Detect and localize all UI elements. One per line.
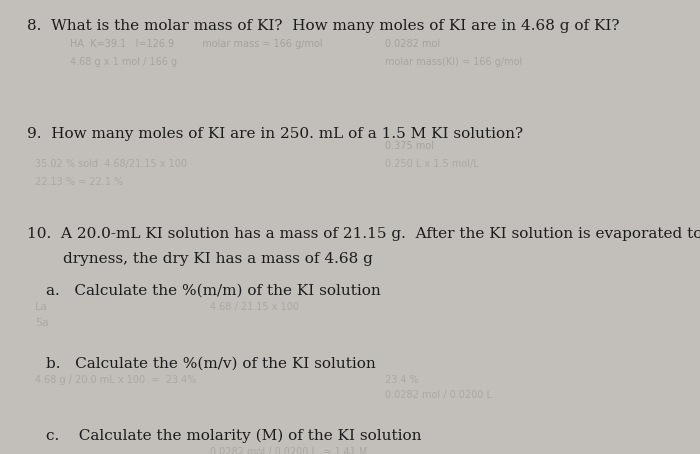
Text: 23.4 %: 23.4 %	[385, 375, 419, 385]
Text: 8.  What is the molar mass of KI?  How many moles of KI are in 4.68 g of KI?: 8. What is the molar mass of KI? How man…	[27, 19, 619, 33]
Text: HA  K=39.1   I=126.9         molar mass = 166 g/mol: HA K=39.1 I=126.9 molar mass = 166 g/mol	[70, 39, 323, 49]
Text: molar mass(KI) = 166 g/mol: molar mass(KI) = 166 g/mol	[385, 57, 522, 67]
Text: 4.68 g / 20.0 mL x 100  =  23.4%: 4.68 g / 20.0 mL x 100 = 23.4%	[35, 375, 197, 385]
Text: 35.02 % sold  4.68/21.15 x 100: 35.02 % sold 4.68/21.15 x 100	[35, 159, 187, 169]
Text: 0.250 L x 1.5 mol/L: 0.250 L x 1.5 mol/L	[385, 159, 479, 169]
Text: La: La	[35, 302, 48, 312]
Text: 22.13 % = 22.1 %: 22.13 % = 22.1 %	[35, 177, 123, 187]
Text: 0.375 mol: 0.375 mol	[385, 141, 434, 151]
Text: b.   Calculate the %(m/v) of the KI solution: b. Calculate the %(m/v) of the KI soluti…	[46, 356, 375, 370]
Text: 9.  How many moles of KI are in 250. mL of a 1.5 M KI solution?: 9. How many moles of KI are in 250. mL o…	[27, 127, 523, 141]
Text: c.    Calculate the molarity (M) of the KI solution: c. Calculate the molarity (M) of the KI …	[46, 429, 421, 444]
Text: a.   Calculate the %(m/m) of the KI solution: a. Calculate the %(m/m) of the KI soluti…	[46, 284, 380, 298]
Text: dryness, the dry KI has a mass of 4.68 g: dryness, the dry KI has a mass of 4.68 g	[63, 252, 373, 266]
Text: 5a: 5a	[35, 318, 49, 328]
Text: 0.0282 mol: 0.0282 mol	[385, 39, 440, 49]
Text: 0.0282 mol / 0.0200 L: 0.0282 mol / 0.0200 L	[385, 390, 492, 400]
Text: 0.0282 mol / 0.0200 L  = 1.41 M: 0.0282 mol / 0.0200 L = 1.41 M	[210, 447, 368, 454]
Text: 4.68 / 21.15 x 100: 4.68 / 21.15 x 100	[210, 302, 299, 312]
Text: 4.68 g x 1 mol / 166 g: 4.68 g x 1 mol / 166 g	[70, 57, 177, 67]
Text: 10.  A 20.0-mL KI solution has a mass of 21.15 g.  After the KI solution is evap: 10. A 20.0-mL KI solution has a mass of …	[27, 227, 700, 241]
